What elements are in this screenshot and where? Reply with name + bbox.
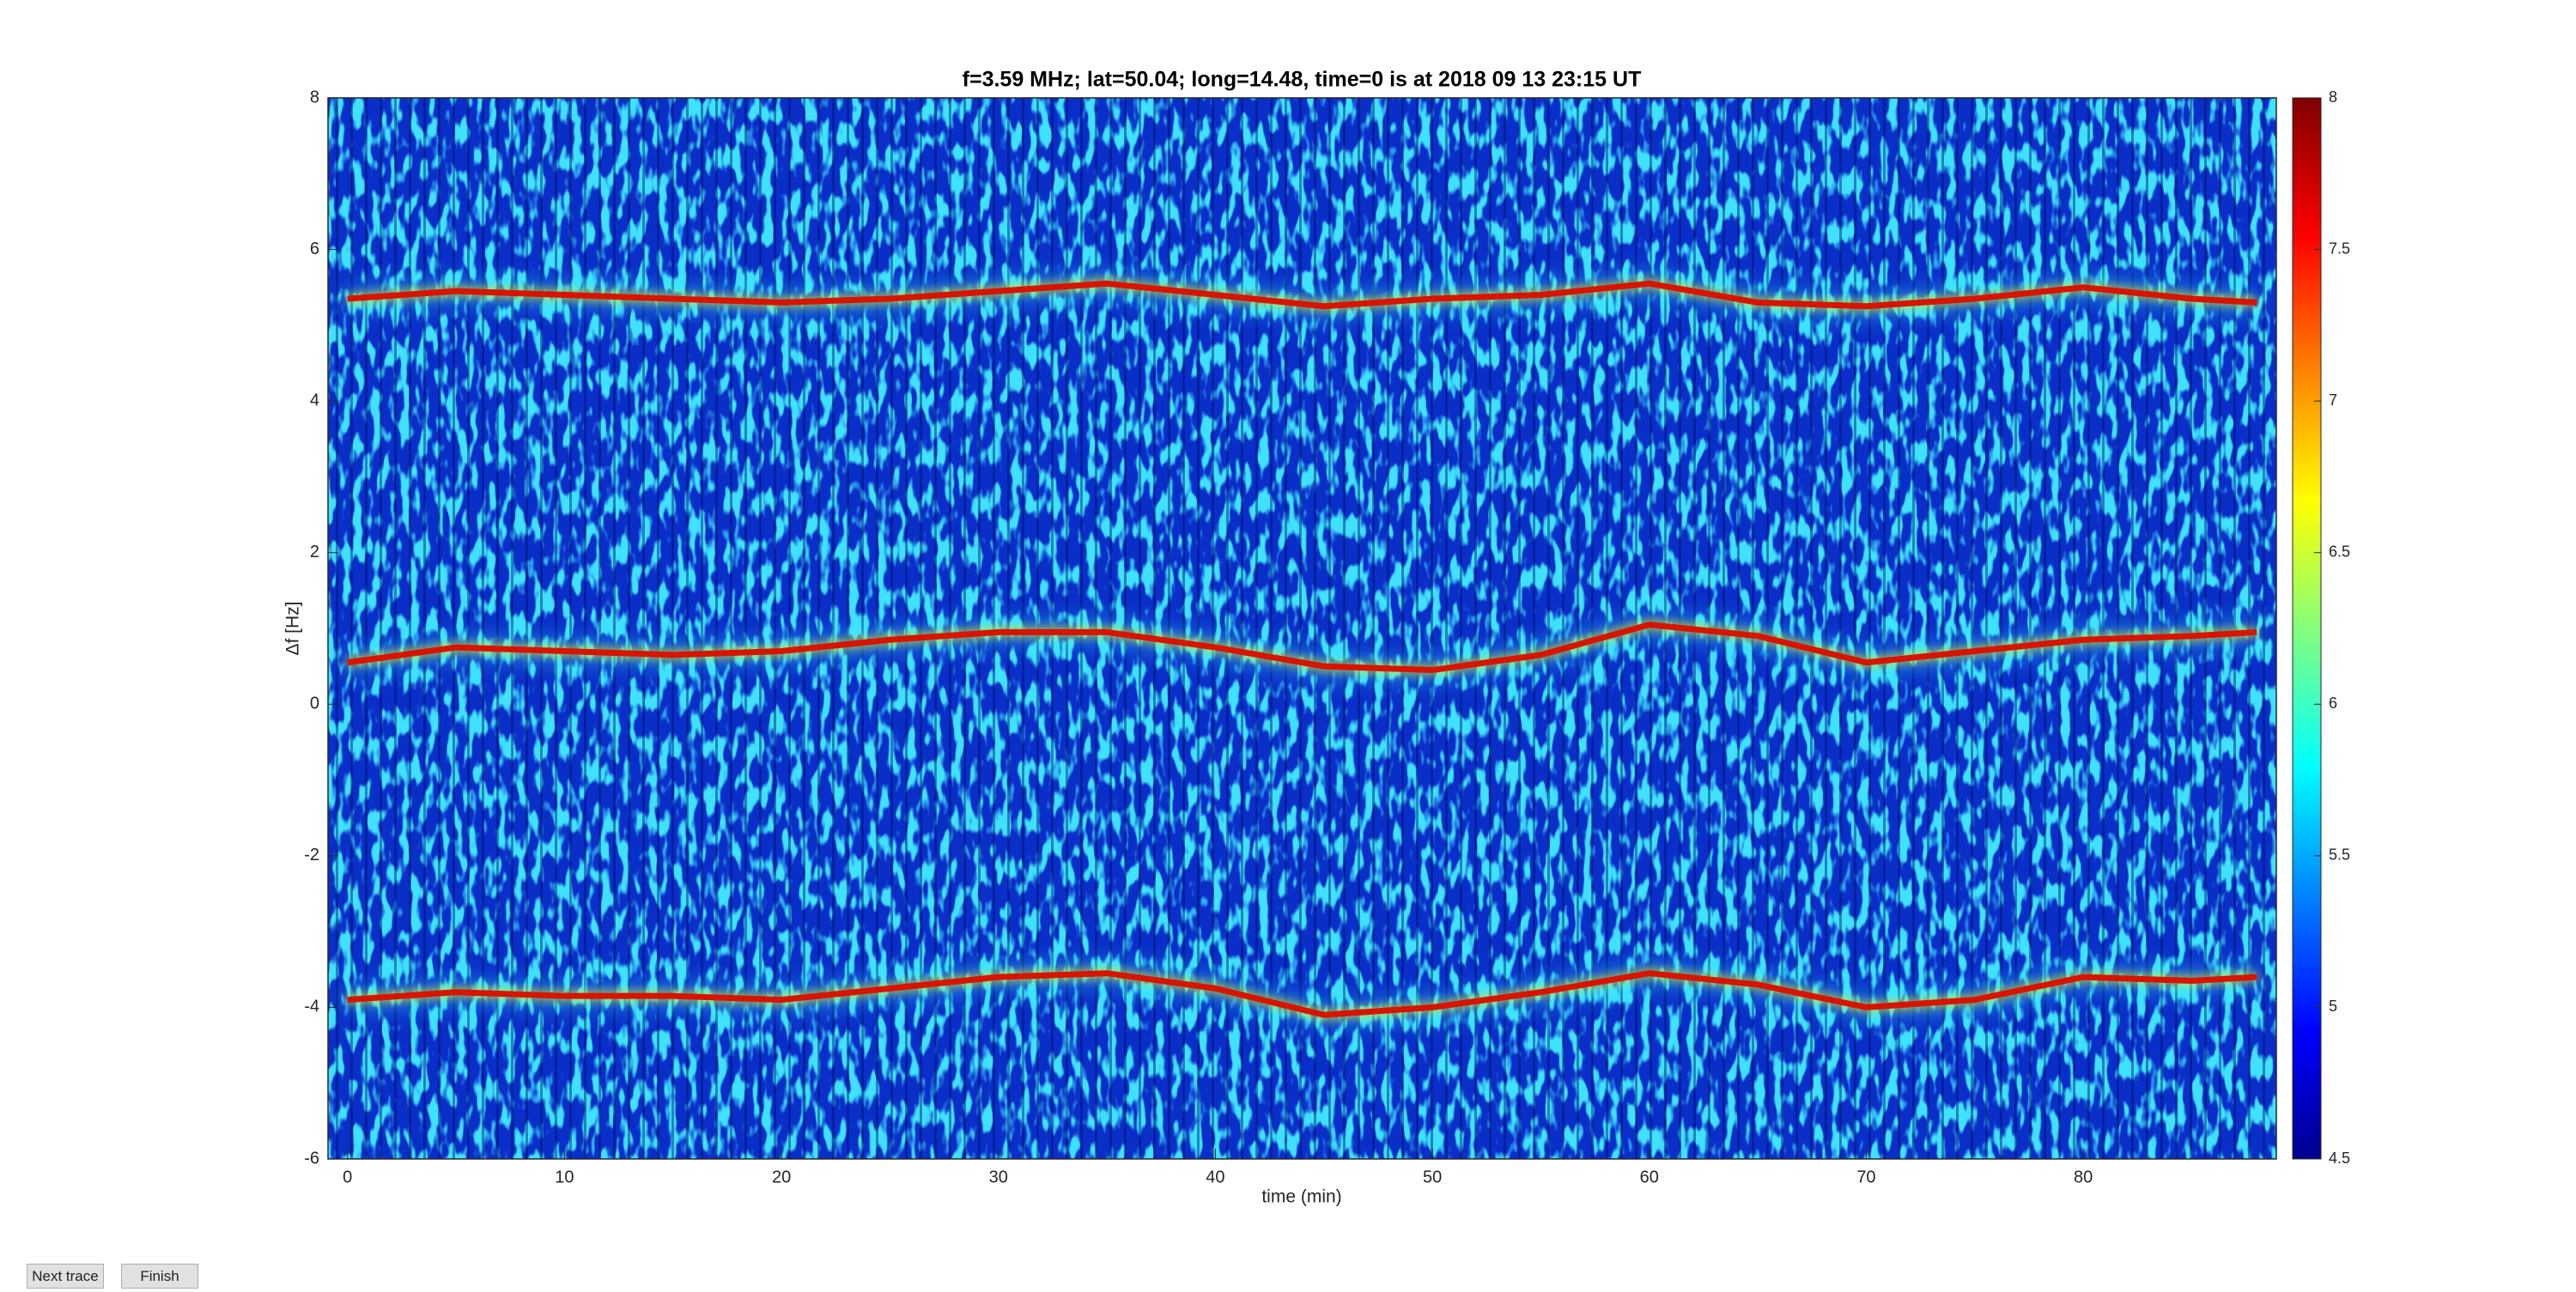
y-tick-label: 4 [310,391,319,409]
x-tick-label: 50 [1423,1168,1442,1186]
axes-box [327,97,2277,1160]
finish-button[interactable]: Finish [121,1264,198,1289]
trace-line [347,622,2257,674]
colorbar-tick-label: 7 [2329,391,2337,409]
streaks [328,98,2276,1159]
colorbar [2292,97,2322,1160]
x-tick-label: 60 [1640,1168,1659,1186]
trace-line [347,970,2257,1018]
y-tick-label: -6 [304,1149,319,1168]
traces [347,280,2257,1018]
colorbar-tick-label: 4.5 [2329,1149,2350,1167]
x-tick-label: 70 [1856,1168,1875,1186]
chart: f=3.59 MHz; lat=50.04; long=14.48, time=… [283,68,2350,1207]
x-tick-label: 80 [2074,1168,2093,1186]
trace-line [347,280,2257,310]
y-tick-label: 8 [310,88,319,106]
y-tick-label: 2 [310,543,319,561]
y-tick-label: 6 [310,240,319,258]
x-axis-label: time (min) [1261,1187,1341,1207]
colorbar-tick-label: 5 [2329,998,2337,1015]
x-tick-label: 40 [1206,1168,1224,1186]
x-tick-label: 30 [989,1168,1008,1186]
next-trace-button[interactable]: Next trace [27,1264,104,1289]
colorbar-tick-label: 7.5 [2329,240,2350,257]
y-tick-label: 0 [310,695,319,713]
x-tick-label: 0 [343,1168,352,1186]
colorbar-tick-label: 5.5 [2329,846,2350,864]
x-tick-label: 10 [555,1168,574,1186]
chart-title: f=3.59 MHz; lat=50.04; long=14.48, time=… [963,68,1642,92]
y-tick-label: -2 [304,846,319,864]
colorbar-tick-label: 6 [2329,695,2337,712]
colorbar-tick-label: 8 [2329,88,2337,106]
y-tick-label: -4 [304,998,319,1016]
y-axis-label: Δf [Hz] [283,601,303,655]
colorbar-tick-label: 6.5 [2329,543,2350,560]
x-tick-label: 20 [772,1168,791,1186]
